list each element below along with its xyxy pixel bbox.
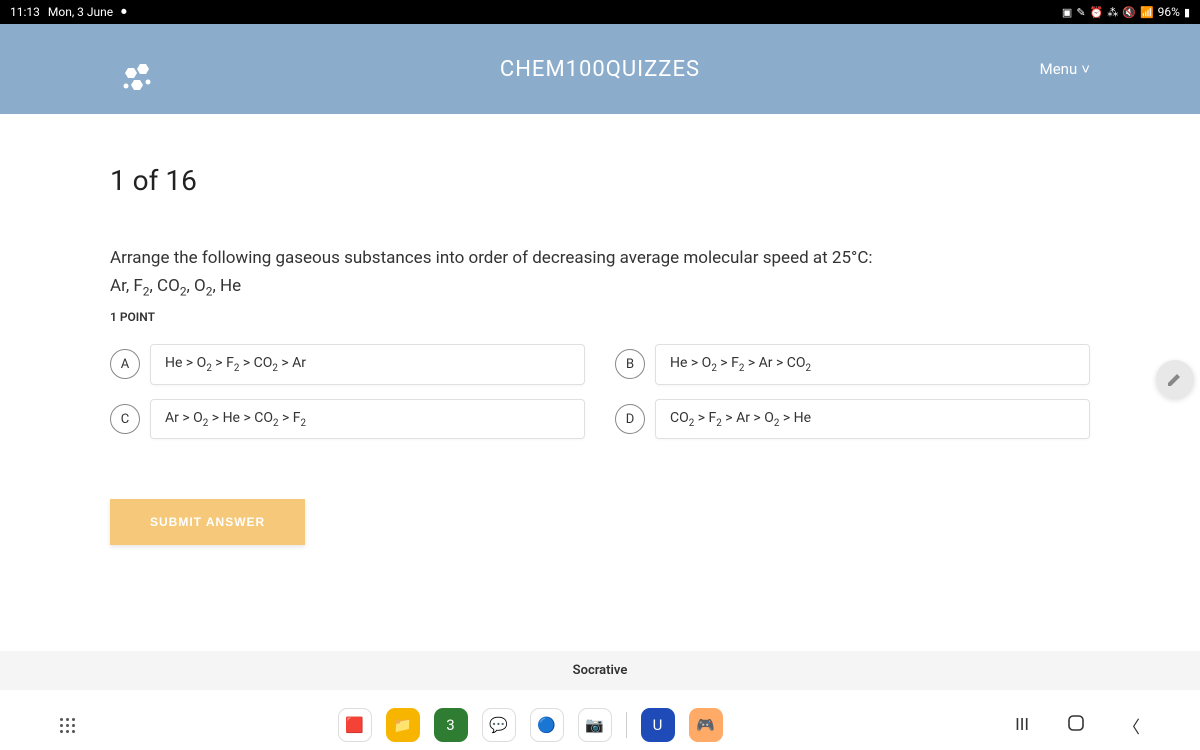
app-logo-icon	[120, 64, 160, 104]
option-text: Ar > O2 > He > CO2 > F2	[150, 399, 585, 440]
home-button[interactable]	[1067, 714, 1085, 737]
status-bar: 11:13 Mon, 3 June ⏺ ▣ ✎ ⏰ ⁂ 🔇 📶 96% ▮	[0, 0, 1200, 24]
option-letter: A	[110, 349, 140, 379]
submit-button[interactable]: SUBMIT ANSWER	[110, 499, 305, 545]
dock-app-app4[interactable]: 💬	[482, 708, 516, 742]
nav-bar: 🟥 📁 3 💬 🔵 📷 U 🎮 III 〈	[0, 700, 1200, 750]
option-c[interactable]: C Ar > O2 > He > CO2 > F2	[110, 399, 585, 440]
quiz-content: 1 of 16 Arrange the following gaseous su…	[0, 114, 1200, 545]
recents-button[interactable]: III	[1015, 715, 1029, 735]
dock-apps: 🟥 📁 3 💬 🔵 📷 U 🎮	[120, 708, 940, 742]
mute-icon: 🔇	[1122, 6, 1136, 19]
question-line2: Ar, F2, CO2, O2, He	[110, 275, 1090, 300]
footer-brand: Socrative	[0, 651, 1200, 690]
battery-text: 96%	[1158, 5, 1180, 19]
option-text: CO2 > F2 > Ar > O2 > He	[655, 399, 1090, 440]
back-button[interactable]: 〈	[1123, 713, 1140, 738]
dock-app-app5[interactable]: 🔵	[530, 708, 564, 742]
dock-app-app1[interactable]: 🟥	[338, 708, 372, 742]
menu-label: Menu	[1040, 60, 1078, 78]
dock-app-app7[interactable]: U	[641, 708, 675, 742]
option-text: He > O2 > F2 > Ar > CO2	[655, 344, 1090, 385]
wifi-icon: 📶	[1140, 6, 1154, 19]
progress-indicator: 1 of 16	[110, 164, 1090, 197]
option-a[interactable]: A He > O2 > F2 > CO2 > Ar	[110, 344, 585, 385]
question-line1: Arrange the following gaseous substances…	[110, 247, 1090, 271]
page-title: CHEM100QUIZZES	[500, 57, 700, 82]
pencil-icon	[1166, 370, 1184, 388]
option-letter: B	[615, 349, 645, 379]
option-letter: D	[615, 404, 645, 434]
app-header: CHEM100QUIZZES Menu ˅	[0, 24, 1200, 114]
status-date: Mon, 3 June	[48, 5, 113, 19]
option-d[interactable]: D CO2 > F2 > Ar > O2 > He	[615, 399, 1090, 440]
dock-divider	[626, 712, 627, 738]
bluetooth-icon: ⁂	[1107, 6, 1118, 19]
dock-app-app6[interactable]: 📷	[578, 708, 612, 742]
record-icon: ⏺	[121, 5, 127, 19]
dock-app-app8[interactable]: 🎮	[689, 708, 723, 742]
option-b[interactable]: B He > O2 > F2 > Ar > CO2	[615, 344, 1090, 385]
battery-icon: ▮	[1184, 6, 1190, 19]
points-label: 1 POINT	[110, 310, 1090, 324]
dots-grid-icon	[60, 718, 120, 733]
dock-app-app3[interactable]: 3	[434, 708, 468, 742]
menu-button[interactable]: Menu ˅	[1040, 60, 1090, 78]
edit-fab[interactable]	[1156, 360, 1194, 398]
chevron-down-icon: ˅	[1081, 60, 1090, 78]
pencil-icon: ✎	[1076, 6, 1085, 19]
options-grid: A He > O2 > F2 > CO2 > Ar B He > O2 > F2…	[110, 344, 1090, 440]
option-letter: C	[110, 404, 140, 434]
dock-app-app2[interactable]: 📁	[386, 708, 420, 742]
apps-grid-button[interactable]	[60, 718, 120, 733]
alarm-icon: ⏰	[1090, 6, 1104, 19]
screenshot-icon: ▣	[1062, 6, 1072, 19]
option-text: He > O2 > F2 > CO2 > Ar	[150, 344, 585, 385]
status-time: 11:13	[10, 5, 40, 19]
